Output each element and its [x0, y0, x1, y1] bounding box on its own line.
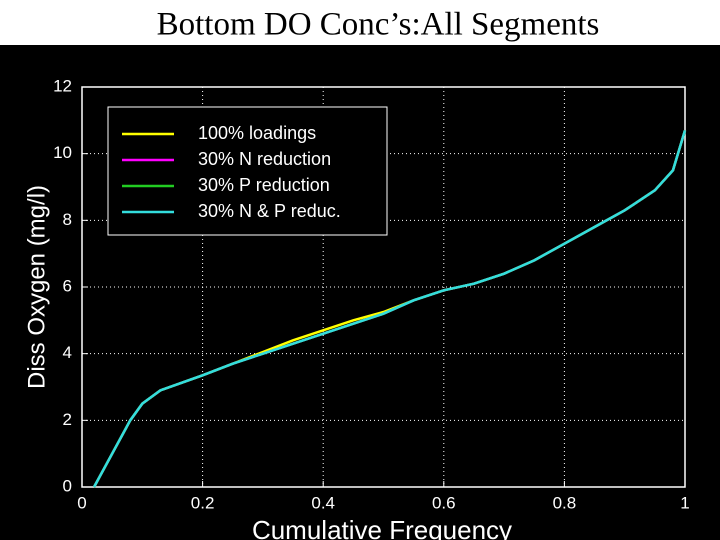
x-tick-label: 0.2 — [191, 493, 215, 512]
legend: 100% loadings 30% N reduction 30% P reduct… — [107, 106, 388, 236]
x-tick-label: 0.8 — [553, 493, 577, 512]
y-tick-label: 6 — [63, 276, 72, 295]
x-tick-label: 0.6 — [432, 493, 456, 512]
y-tick-label: 8 — [63, 210, 72, 229]
x-tick-label: 1 — [680, 493, 689, 512]
plot-frame — [81, 86, 686, 488]
data-line — [92, 129, 687, 488]
y-axis-label: Diss Oxygen (mg/l) — [23, 185, 50, 389]
y-tick-label: 4 — [63, 343, 72, 362]
legend-label: 30% P reduction — [198, 175, 330, 195]
y-tick-label: 2 — [63, 410, 72, 429]
slide-title: Bottom DO Conc’s:All Segments — [157, 7, 600, 43]
legend-label: 30% N reduction — [198, 149, 331, 169]
legend-box — [107, 106, 388, 236]
legend-label: 30% N & P reduc. — [198, 201, 341, 221]
legend-label: 100% loadings — [198, 123, 316, 143]
y-tick-label: 0 — [63, 476, 72, 495]
x-tick-label: 0 — [77, 493, 86, 512]
y-tick-label: 10 — [53, 143, 72, 162]
x-tick-label: 0.4 — [311, 493, 335, 512]
x-axis-label: Cumulative Frequency — [252, 515, 512, 540]
y-tick-label: 12 — [53, 76, 72, 95]
